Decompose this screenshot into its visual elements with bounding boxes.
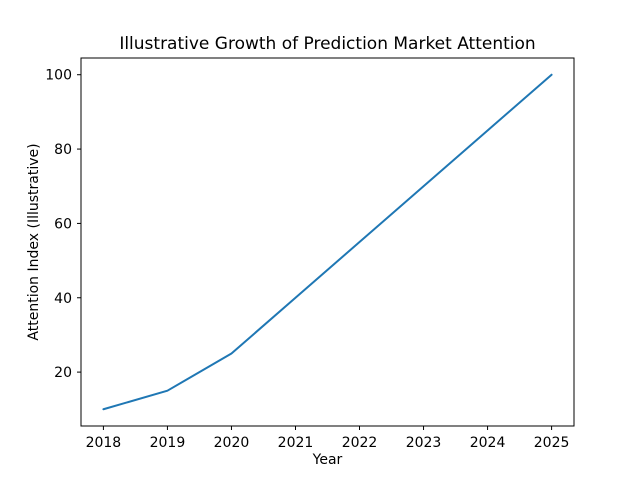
x-tick-label: 2024 (470, 435, 506, 451)
plot-area: 2018 2019 2020 2021 2022 2023 2024 2025 20 40 60 80… (45, 57, 575, 451)
x-tick-label: 2020 (214, 435, 250, 451)
y-tick-label: 100 (45, 68, 72, 84)
y-tick-label: 60 (54, 216, 72, 232)
x-tick-label: 2025 (534, 435, 570, 451)
y-tick-label: 80 (54, 142, 72, 158)
x-axis-label: Year (312, 452, 343, 468)
y-axis-label: Attention Index (Illustrative) (26, 143, 42, 340)
y-tick-label: 20 (54, 365, 72, 381)
axes-frame (80, 57, 575, 427)
data-line-attention-index (102, 73, 553, 411)
chart-title: Illustrative Growth of Prediction Market… (119, 34, 535, 54)
x-tick-label: 2019 (150, 435, 186, 451)
x-tick-label: 2023 (406, 435, 442, 451)
y-tick-label: 40 (54, 291, 72, 307)
x-tick-label: 2018 (86, 435, 122, 451)
x-tick-label: 2021 (278, 435, 314, 451)
x-tick-label: 2022 (342, 435, 378, 451)
